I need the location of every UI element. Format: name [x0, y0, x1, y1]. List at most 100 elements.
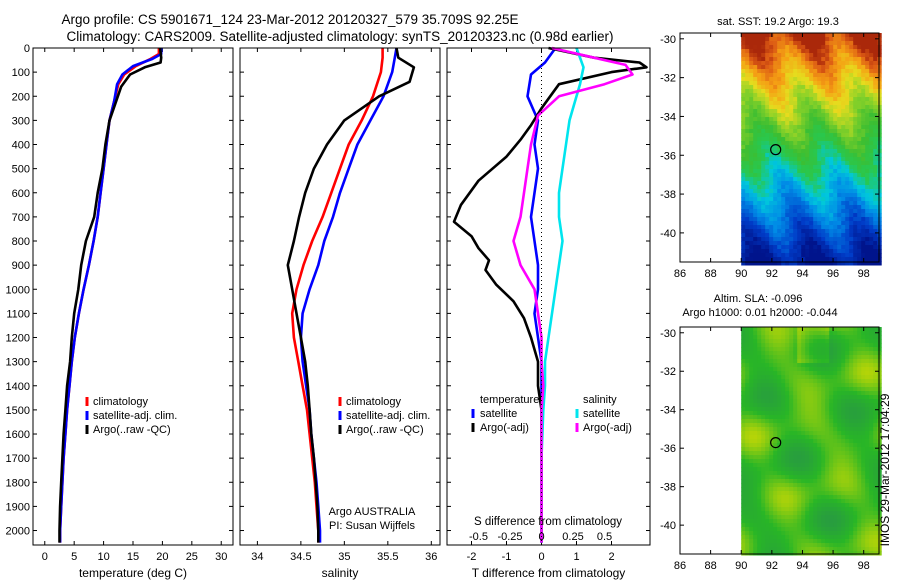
map-cell: [833, 355, 838, 360]
map-cell: [813, 33, 818, 38]
map-cell: [801, 161, 806, 166]
map-cell: [845, 117, 850, 122]
map-cell: [773, 209, 778, 214]
map-cell: [869, 153, 874, 158]
map-cell: [753, 257, 758, 262]
map-cell: [761, 391, 766, 396]
map-cell: [813, 181, 818, 186]
map-cell: [749, 37, 754, 42]
map-cell: [777, 69, 782, 74]
map-cell: [741, 181, 746, 186]
map-cell: [793, 551, 798, 556]
map-cell: [825, 435, 830, 440]
map-cell: [781, 491, 786, 496]
map-cell: [825, 499, 830, 504]
map-cell: [841, 463, 846, 468]
map-cell: [789, 165, 794, 170]
map-cell: [825, 53, 830, 58]
map-cell: [749, 527, 754, 532]
map-cell: [773, 463, 778, 468]
map-cell: [785, 547, 790, 552]
map-cell: [793, 201, 798, 206]
map-cell: [765, 351, 770, 356]
map-cell: [777, 101, 782, 106]
map-cell: [845, 113, 850, 118]
map-cell: [845, 157, 850, 162]
map-cell: [861, 519, 866, 524]
map-cell: [793, 507, 798, 512]
map-cell: [773, 169, 778, 174]
map-cell: [825, 249, 830, 254]
map-cell: [777, 335, 782, 340]
map-cell: [813, 109, 818, 114]
map-cell: [877, 261, 882, 266]
map-cell: [809, 181, 814, 186]
map-cell: [853, 45, 858, 50]
map-cell: [865, 209, 870, 214]
map-cell: [793, 547, 798, 552]
map-cell: [773, 233, 778, 238]
map-cell: [801, 217, 806, 222]
map-cell: [741, 443, 746, 448]
map-cell: [749, 181, 754, 186]
map-cell: [833, 511, 838, 516]
map-cell: [769, 249, 774, 254]
map-cell: [761, 177, 766, 182]
map-cell: [773, 153, 778, 158]
map-cell: [749, 133, 754, 138]
map-cell: [765, 331, 770, 336]
map-cell: [745, 253, 750, 258]
map-cell: [761, 93, 766, 98]
map-cell: [825, 387, 830, 392]
map-cell: [861, 451, 866, 456]
map-cell: [797, 359, 802, 364]
map-cell: [761, 233, 766, 238]
map-cell: [797, 455, 802, 460]
map-cell: [761, 241, 766, 246]
map-cell: [853, 551, 858, 556]
map-cell: [865, 503, 870, 508]
map-cell: [853, 105, 858, 110]
map-cell: [781, 133, 786, 138]
map-cell: [861, 177, 866, 182]
map-cell: [809, 89, 814, 94]
map-cell: [861, 261, 866, 266]
map-cell: [861, 133, 866, 138]
map-cell: [785, 77, 790, 82]
map-cell: [745, 245, 750, 250]
map-cell: [809, 257, 814, 262]
map-cell: [769, 205, 774, 210]
map-cell: [813, 519, 818, 524]
map-cell: [801, 41, 806, 46]
map-cell: [745, 487, 750, 492]
map-cell: [741, 391, 746, 396]
x-tick-label: 0: [538, 551, 544, 563]
map-cell: [809, 471, 814, 476]
map-cell: [869, 189, 874, 194]
map-cell: [841, 375, 846, 380]
map-cell: [765, 241, 770, 246]
map-cell: [765, 173, 770, 178]
map-cell: [741, 257, 746, 262]
map-cell: [841, 153, 846, 158]
map-cell: [757, 439, 762, 444]
map-cell: [857, 65, 862, 70]
map-cell: [777, 77, 782, 82]
map-cell: [753, 45, 758, 50]
map-cell: [753, 359, 758, 364]
map-cell: [769, 423, 774, 428]
map-cell: [813, 415, 818, 420]
map-cell: [869, 331, 874, 336]
map-cell: [873, 547, 878, 552]
map-cell: [785, 69, 790, 74]
map-cell: [821, 467, 826, 472]
y-tick-label: -40: [660, 228, 676, 240]
map-cell: [869, 539, 874, 544]
map-cell: [813, 443, 818, 448]
map-cell: [769, 105, 774, 110]
map-cell: [753, 347, 758, 352]
map-cell: [857, 471, 862, 476]
map-cell: [741, 77, 746, 82]
map-cell: [801, 109, 806, 114]
map-cell: [749, 415, 754, 420]
